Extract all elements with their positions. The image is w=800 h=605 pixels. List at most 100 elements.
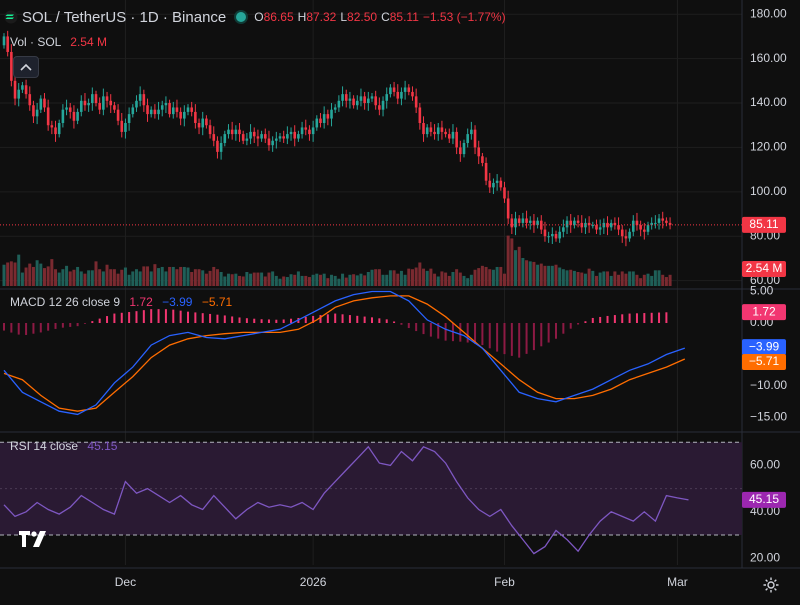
macd-legend[interactable]: MACD 12 26 close 9 1.72 −3.99 −5.71 [10,295,232,309]
macd-histogram-bar [253,318,256,323]
candle-body [484,162,488,181]
candle-body [120,120,124,132]
candle-body [370,96,374,99]
volume-bar [120,269,124,286]
candle-body [263,134,267,139]
candle-body [525,218,528,223]
symbol-title[interactable]: SOL / TetherUS · 1D · Binance [22,8,227,26]
volume-bar [594,275,598,286]
price-axes: 180.00160.00140.00120.00100.0080.0060.00… [750,6,787,564]
candle-body [646,225,650,232]
candle-body [609,222,613,228]
macd-histogram-bar [474,323,477,344]
volume-bar [307,277,311,286]
candle-body [444,131,447,135]
volume-bar [440,271,444,286]
candle-body [551,234,554,237]
candle-body [591,225,595,227]
candle-body [252,131,256,137]
time-axis: Dec 2026 Feb Mar [115,575,688,589]
candle-body [76,111,79,121]
volume-bar [591,270,595,286]
macd-histogram-bar [319,315,322,323]
volume-bar [79,271,83,286]
candle-body [587,222,591,226]
macd-histogram-bar [245,318,248,323]
macd-histogram-bar [385,319,388,323]
candle-body [179,111,182,119]
macd-histogram-bar [135,311,138,323]
candle-body [451,131,455,139]
candle-body [576,220,580,223]
volume-bar [215,269,219,286]
volume-bar [480,265,484,286]
macd-histogram-bar [113,313,116,323]
volume-bar [661,274,665,286]
candle-body [124,123,127,132]
ohlc-value: 86.65 [263,10,294,24]
volume-bar [72,269,76,286]
volume-bar [296,271,300,286]
macd-histogram-bar [275,319,278,323]
volume-bar [146,266,150,286]
volume-bar [238,275,242,286]
candle-body [330,109,333,119]
ohlc-value: −1.53 (−1.77%) [422,10,506,24]
volume-bar [153,264,157,286]
volume-bar [13,262,17,286]
volume-bar [576,272,580,286]
macd-histogram-bar [599,316,602,323]
volume-bar [179,266,183,286]
candle-body [374,96,377,106]
volume-bar [282,276,286,286]
volume-bar [68,271,72,286]
rsi-legend[interactable]: RSI 14 close 45.15 [10,439,117,453]
macd-histogram-bar [444,323,447,341]
settings-button[interactable] [762,576,780,594]
volume-bar [223,276,227,286]
candle-body [311,127,315,135]
candle-body [613,222,617,226]
volume-bar [54,269,58,286]
volume-bar [488,269,492,286]
candle-body [205,118,208,126]
candle-body [293,131,297,139]
macd-histogram-bar [348,315,351,323]
volume-bar [123,267,127,286]
macd-histogram-bar [194,312,197,323]
volume-bar [65,265,69,286]
volume-bar [241,276,245,286]
candle-body [573,220,576,226]
volume-bar [274,275,278,286]
candle-body [341,94,344,101]
macd-histogram-bar [635,313,638,323]
candle-body [28,94,32,106]
candle-body [617,225,620,230]
candle-body [153,109,157,115]
volume-bar [20,272,24,286]
volume-bar [50,259,54,286]
candle-body [654,222,657,224]
volume-bar [171,266,175,286]
volume-legend[interactable]: Vol · SOL 2.54 M [10,35,107,49]
tradingview-logo[interactable] [16,524,50,554]
macd-histogram-bar [282,319,285,323]
candle-body [194,111,197,123]
candle-body [79,100,83,112]
volume-bar [249,273,253,286]
candle-body [278,136,282,139]
candle-body [359,96,363,101]
macd-histogram-bar [496,323,499,352]
macd-histogram-bar [547,323,550,343]
collapse-legend-button[interactable] [13,56,39,78]
macd-histogram-bar [142,310,145,323]
candle-body [17,89,21,99]
volume-bar [28,263,32,286]
candle-body [208,125,212,135]
price-tick-label: 120.00 [750,140,787,154]
volume-bar [363,275,367,286]
volume-bar [455,269,459,286]
volume-bar [278,278,282,286]
